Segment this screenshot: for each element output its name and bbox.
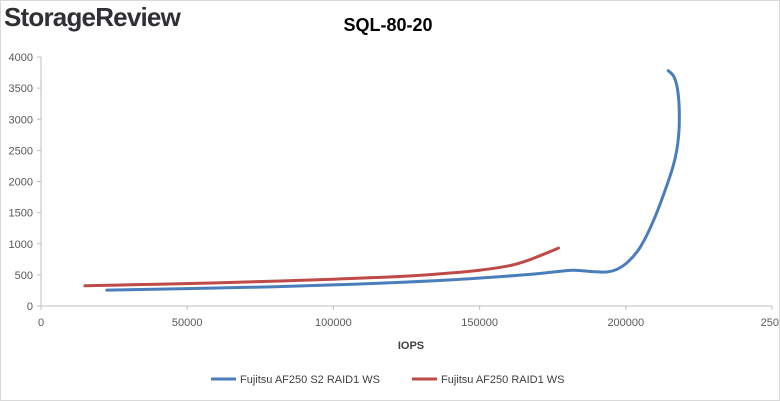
x-tick-label: 150000 <box>461 317 498 329</box>
y-tick-label: 3000 <box>9 114 33 126</box>
x-axis-label: IOPS <box>398 340 424 352</box>
y-tick-label: 1000 <box>9 239 33 251</box>
y-tick-label: 4000 <box>9 52 33 64</box>
y-tick-label: 2000 <box>9 177 33 189</box>
series-line-1 <box>105 69 681 292</box>
chart-title: SQL-80-20 <box>343 15 432 35</box>
legend: Fujitsu AF250 S2 RAID1 WS Fujitsu AF250 R… <box>211 374 565 386</box>
x-tick-label: 0 <box>38 317 44 329</box>
x-tick-label: 100000 <box>315 317 352 329</box>
y-tick-label: 0 <box>27 301 33 313</box>
legend-label-1: Fujitsu AF250 S2 RAID1 WS <box>240 374 380 386</box>
y-tick-label: 3500 <box>9 83 33 95</box>
y-tick-label: 2500 <box>9 145 33 157</box>
axes <box>40 57 772 307</box>
series-line-2 <box>83 246 560 288</box>
x-tick-label: 250 <box>761 317 779 329</box>
x-tick-label: 50000 <box>172 317 203 329</box>
y-tick-label: 500 <box>15 270 33 282</box>
y-tick-label: 1500 <box>9 208 33 220</box>
x-tick-label: 200000 <box>607 317 644 329</box>
series-lines <box>83 69 681 292</box>
storagereview-logo: StorageReview <box>4 2 181 32</box>
legend-label-2: Fujitsu AF250 RAID1 WS <box>441 374 565 386</box>
x-axis-ticks: 0 50000 100000 150000 200000 250 <box>38 306 779 329</box>
y-axis-ticks: 0 500 1000 1500 2000 2500 3000 3500 4000 <box>9 52 41 313</box>
